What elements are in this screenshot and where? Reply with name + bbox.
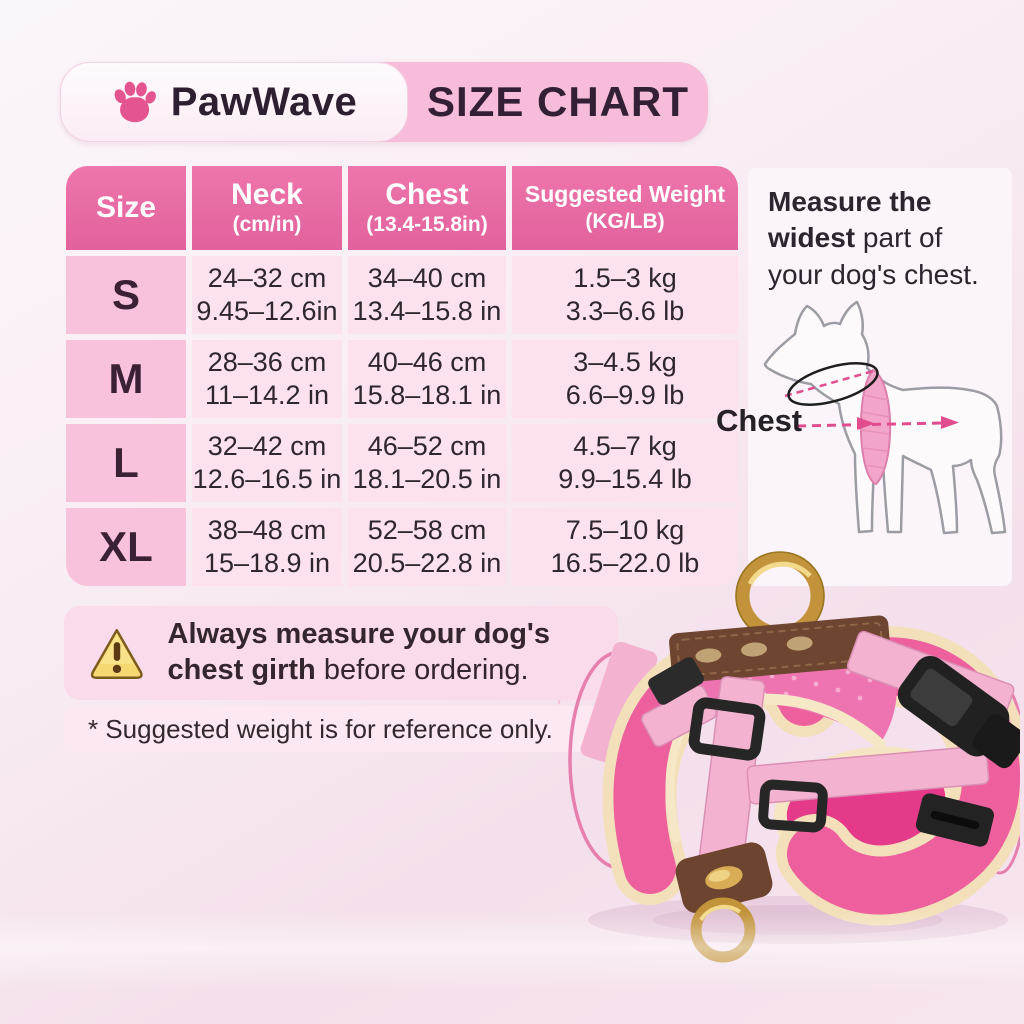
size-cell: XL xyxy=(66,508,186,586)
chest-cell: 40–46 cm15.8–18.1 in xyxy=(348,340,506,418)
size-cell: S xyxy=(66,256,186,334)
footnote-text: * Suggested weight is for reference only… xyxy=(88,714,553,745)
chest-cell: 34–40 cm13.4–15.8 in xyxy=(348,256,506,334)
size-chart-infographic: SIZE CHART PawWave Size Neck(cm/in) Ches… xyxy=(0,0,1024,1024)
size-cell: L xyxy=(66,424,186,502)
column-header-neck: Neck(cm/in) xyxy=(192,166,342,250)
neck-cell: 24–32 cm9.45–12.6in xyxy=(192,256,342,334)
warning-triangle-icon xyxy=(88,625,146,681)
brand-card: PawWave xyxy=(60,62,408,142)
chest-cell: 46–52 cm18.1–20.5 in xyxy=(348,424,506,502)
weight-cell: 4.5–7 kg9.9–15.4 lb xyxy=(512,424,738,502)
warning-box: Always measure your dog's chest girth be… xyxy=(64,606,618,700)
neck-cell: 28–36 cm11–14.2 in xyxy=(192,340,342,418)
header-bar: SIZE CHART PawWave xyxy=(60,62,708,142)
chest-cell: 52–58 cm20.5–22.8 in xyxy=(348,508,506,586)
page-title: SIZE CHART xyxy=(408,62,708,142)
size-cell: M xyxy=(66,340,186,418)
size-table: Size Neck(cm/in) Chest(13.4-15.8in) Sugg… xyxy=(66,166,738,586)
weight-cell: 1.5–3 kg3.3–6.6 lb xyxy=(512,256,738,334)
paw-icon xyxy=(111,80,157,124)
weight-cell: 3–4.5 kg6.6–9.9 lb xyxy=(512,340,738,418)
column-header-weight: Suggested Weight(KG/LB) xyxy=(512,166,738,250)
warning-text: Always measure your dog's chest girth be… xyxy=(168,617,594,689)
neck-cell: 38–48 cm15–18.9 in xyxy=(192,508,342,586)
surface-reflection xyxy=(0,912,1024,990)
neck-cell: 32–42 cm12.6–16.5 in xyxy=(192,424,342,502)
measure-note: Measure the widest part of your dog's ch… xyxy=(768,184,1000,293)
column-header-chest: Chest(13.4-15.8in) xyxy=(348,166,506,250)
column-header-size: Size xyxy=(66,166,186,250)
brand-name: PawWave xyxy=(171,80,358,125)
footnote-box: * Suggested weight is for reference only… xyxy=(64,706,618,752)
chest-label: Chest xyxy=(716,403,802,439)
